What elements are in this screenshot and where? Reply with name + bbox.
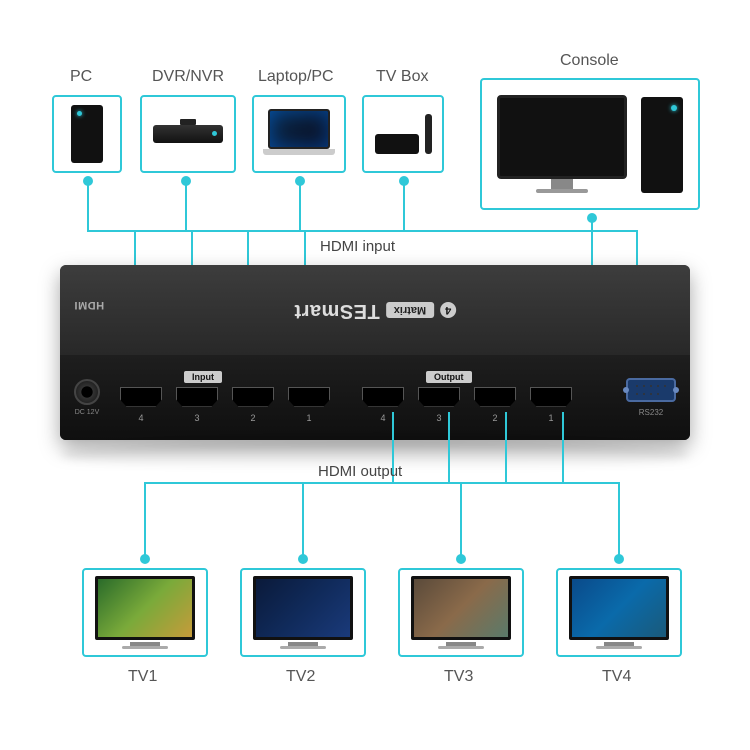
hdmi-port-icon bbox=[120, 387, 162, 407]
tv-box-3 bbox=[398, 568, 524, 657]
flow-line bbox=[505, 412, 507, 482]
device-top-panel: HDMI 4 Matrix TESmart bbox=[60, 265, 690, 355]
input-group-label: Input bbox=[184, 371, 222, 383]
brand-badge: 4 Matrix TESmart bbox=[294, 299, 456, 322]
laptop-icon bbox=[263, 109, 335, 159]
hdmi-input-label: HDMI input bbox=[320, 238, 395, 255]
brand-4-badge: 4 bbox=[440, 302, 456, 318]
hdmi-port-icon bbox=[288, 387, 330, 407]
tv-label-2: TV2 bbox=[286, 668, 315, 686]
hdmi-port-icon bbox=[232, 387, 274, 407]
flow-line bbox=[591, 230, 636, 232]
port-number: 3 bbox=[194, 413, 199, 423]
matrix-device: HDMI 4 Matrix TESmart DC 12V Input 4 3 2… bbox=[60, 265, 690, 440]
dc-label: DC 12V bbox=[75, 409, 100, 416]
port-number: 1 bbox=[548, 413, 553, 423]
flow-line bbox=[562, 412, 564, 482]
tv-box-2 bbox=[240, 568, 366, 657]
hdmi-port-icon bbox=[418, 387, 460, 407]
flow-line bbox=[144, 482, 146, 556]
flow-dot bbox=[614, 554, 624, 564]
port-number: 4 bbox=[138, 413, 143, 423]
flow-dot bbox=[456, 554, 466, 564]
flow-line bbox=[448, 412, 450, 482]
brand-subtitle: Matrix bbox=[386, 302, 434, 318]
flow-line bbox=[87, 184, 89, 230]
flow-line bbox=[299, 184, 301, 230]
dvr-icon bbox=[153, 125, 223, 143]
flow-line bbox=[87, 230, 593, 232]
port-number: 2 bbox=[250, 413, 255, 423]
flow-line bbox=[618, 482, 620, 556]
hdmi-port-icon bbox=[530, 387, 572, 407]
output-group-label: Output bbox=[426, 371, 472, 383]
src-label-laptop: Laptop/PC bbox=[258, 68, 334, 86]
port-number: 1 bbox=[306, 413, 311, 423]
brand-name: TESmart bbox=[294, 299, 380, 322]
src-box-console bbox=[480, 78, 700, 210]
input-port-group: 4 3 2 1 bbox=[120, 387, 330, 423]
src-label-pc: PC bbox=[70, 68, 92, 86]
flow-line bbox=[144, 482, 620, 484]
diagram-canvas: PC DVR/NVR Laptop/PC TV Box Console bbox=[0, 0, 750, 750]
flow-line bbox=[302, 482, 304, 556]
flow-dot bbox=[140, 554, 150, 564]
rs232-port-icon bbox=[626, 378, 676, 402]
rs232-label: RS232 bbox=[639, 408, 663, 417]
tv-screen-icon bbox=[411, 576, 511, 640]
src-label-tvbox: TV Box bbox=[376, 68, 428, 86]
device-front-panel: DC 12V Input 4 3 2 1 Output 4 3 2 1 bbox=[60, 355, 690, 440]
src-box-pc bbox=[52, 95, 122, 173]
hdmi-port-icon bbox=[474, 387, 516, 407]
src-box-dvr bbox=[140, 95, 236, 173]
flow-line bbox=[185, 184, 187, 230]
tvbox-icon bbox=[375, 114, 432, 154]
tv-label-1: TV1 bbox=[128, 668, 157, 686]
tv-box-1 bbox=[82, 568, 208, 657]
port-number: 4 bbox=[380, 413, 385, 423]
src-box-tvbox bbox=[362, 95, 444, 173]
hdmi-logo: HDMI bbox=[74, 299, 104, 311]
src-label-dvr: DVR/NVR bbox=[152, 68, 224, 86]
hdmi-port-icon bbox=[362, 387, 404, 407]
hdmi-port-icon bbox=[176, 387, 218, 407]
flow-line bbox=[403, 184, 405, 230]
tv-label-4: TV4 bbox=[602, 668, 631, 686]
tv-screen-icon bbox=[95, 576, 195, 640]
flow-dot bbox=[298, 554, 308, 564]
port-number: 3 bbox=[436, 413, 441, 423]
tv-label-3: TV3 bbox=[444, 668, 473, 686]
tv-screen-icon bbox=[253, 576, 353, 640]
port-number: 2 bbox=[492, 413, 497, 423]
hdmi-output-label: HDMI output bbox=[318, 463, 402, 480]
flow-line bbox=[460, 482, 462, 556]
console-icon bbox=[497, 95, 683, 193]
src-label-console: Console bbox=[560, 52, 619, 70]
tv-screen-icon bbox=[569, 576, 669, 640]
tv-box-4 bbox=[556, 568, 682, 657]
flow-line bbox=[591, 220, 593, 230]
dc-jack-icon bbox=[74, 379, 100, 405]
pc-tower-icon bbox=[71, 105, 103, 163]
src-box-laptop bbox=[252, 95, 346, 173]
